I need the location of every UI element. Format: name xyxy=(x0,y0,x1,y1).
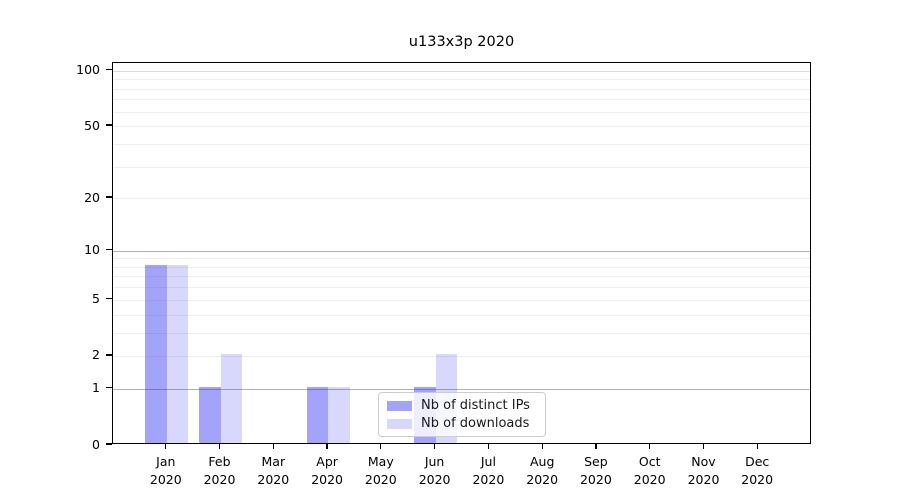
x-tick-label: Apr 2020 xyxy=(311,454,343,487)
gridline-minor xyxy=(113,111,810,113)
y-tick-label: 10 xyxy=(84,242,100,257)
bar-nb-of-distinct-ips-apr xyxy=(306,386,329,443)
x-tick-mark xyxy=(541,444,543,449)
x-tick-label: Feb 2020 xyxy=(203,454,236,487)
y-tick-label: 0 xyxy=(92,436,100,452)
legend-item-downloads: Nb of downloads xyxy=(387,416,537,431)
gridline-minor xyxy=(113,198,810,200)
y-tick-label: 5 xyxy=(92,291,100,307)
x-tick-label: Aug 2020 xyxy=(526,454,559,487)
gridline-minor xyxy=(113,266,810,268)
gridline-minor xyxy=(113,166,810,168)
gridline-minor xyxy=(113,126,810,128)
x-tick-mark xyxy=(433,444,436,449)
x-tick-label: Jul 2020 xyxy=(472,454,505,487)
legend-label-downloads: Nb of downloads xyxy=(421,416,530,431)
y-tick-mark xyxy=(106,69,112,71)
y-tick-mark xyxy=(106,196,112,198)
y-tick-mark xyxy=(106,298,112,300)
x-tick-mark xyxy=(595,444,597,449)
gridline-minor xyxy=(113,276,810,278)
gridline-minor xyxy=(113,99,810,101)
gridline-major xyxy=(113,388,810,390)
x-tick-label: Oct 2020 xyxy=(633,454,666,487)
gridline-minor xyxy=(113,88,810,90)
y-tick-mark xyxy=(106,248,112,251)
x-tick-mark xyxy=(380,444,382,449)
y-tick-label: 1 xyxy=(92,380,100,396)
x-tick-mark xyxy=(272,444,274,449)
gridline-minor xyxy=(113,332,810,334)
gridline-major xyxy=(113,70,810,72)
legend-label-distinct-ips: Nb of distinct IPs xyxy=(421,398,530,413)
y-tick-mark xyxy=(106,124,112,126)
legend-swatch-distinct-ips xyxy=(387,400,412,411)
x-tick-mark xyxy=(756,444,758,449)
bar-nb-of-downloads-apr xyxy=(328,386,350,443)
y-tick-label: 20 xyxy=(84,189,100,205)
x-tick-mark xyxy=(487,444,490,449)
x-tick-label: Jan 2020 xyxy=(149,454,182,487)
x-tick-label: Sep 2020 xyxy=(579,454,612,487)
x-tick-label: Jun 2020 xyxy=(418,454,451,487)
gridline-minor xyxy=(113,258,810,260)
bar-nb-of-downloads-feb xyxy=(220,353,242,443)
x-tick-mark xyxy=(165,444,167,449)
x-tick-label: Nov 2020 xyxy=(687,454,720,487)
bar-nb-of-downloads-jan xyxy=(166,264,189,443)
gridline-minor xyxy=(113,355,810,357)
x-tick-mark xyxy=(702,444,705,449)
bar-nb-of-distinct-ips-feb xyxy=(199,386,221,443)
x-tick-mark xyxy=(649,444,651,449)
y-tick-label: 100 xyxy=(76,62,100,78)
y-tick-mark xyxy=(106,387,112,389)
y-tick-mark xyxy=(106,354,112,356)
chart-title: u133x3p 2020 xyxy=(408,34,515,50)
x-tick-label: May 2020 xyxy=(364,454,397,487)
gridline-minor xyxy=(113,79,810,81)
legend: Nb of distinct IPs Nb of downloads xyxy=(378,392,546,437)
legend-swatch-downloads xyxy=(387,418,412,429)
y-tick-label: 50 xyxy=(84,117,100,133)
x-tick-mark xyxy=(218,444,221,449)
plot-area: Nb of distinct IPs Nb of downloads xyxy=(112,62,811,444)
gridline-minor xyxy=(113,143,810,145)
bar-nb-of-distinct-ips-jan xyxy=(145,264,167,443)
gridline-minor xyxy=(113,314,810,316)
gridline-minor xyxy=(113,299,810,301)
x-tick-label: Dec 2020 xyxy=(741,454,774,487)
gridline-minor xyxy=(113,287,810,289)
gridline-major xyxy=(113,250,810,252)
y-tick-mark xyxy=(106,443,112,445)
x-tick-label: Mar 2020 xyxy=(257,454,290,487)
y-tick-label: 2 xyxy=(92,347,100,363)
x-tick-mark xyxy=(326,444,328,449)
legend-item-distinct-ips: Nb of distinct IPs xyxy=(387,398,537,413)
